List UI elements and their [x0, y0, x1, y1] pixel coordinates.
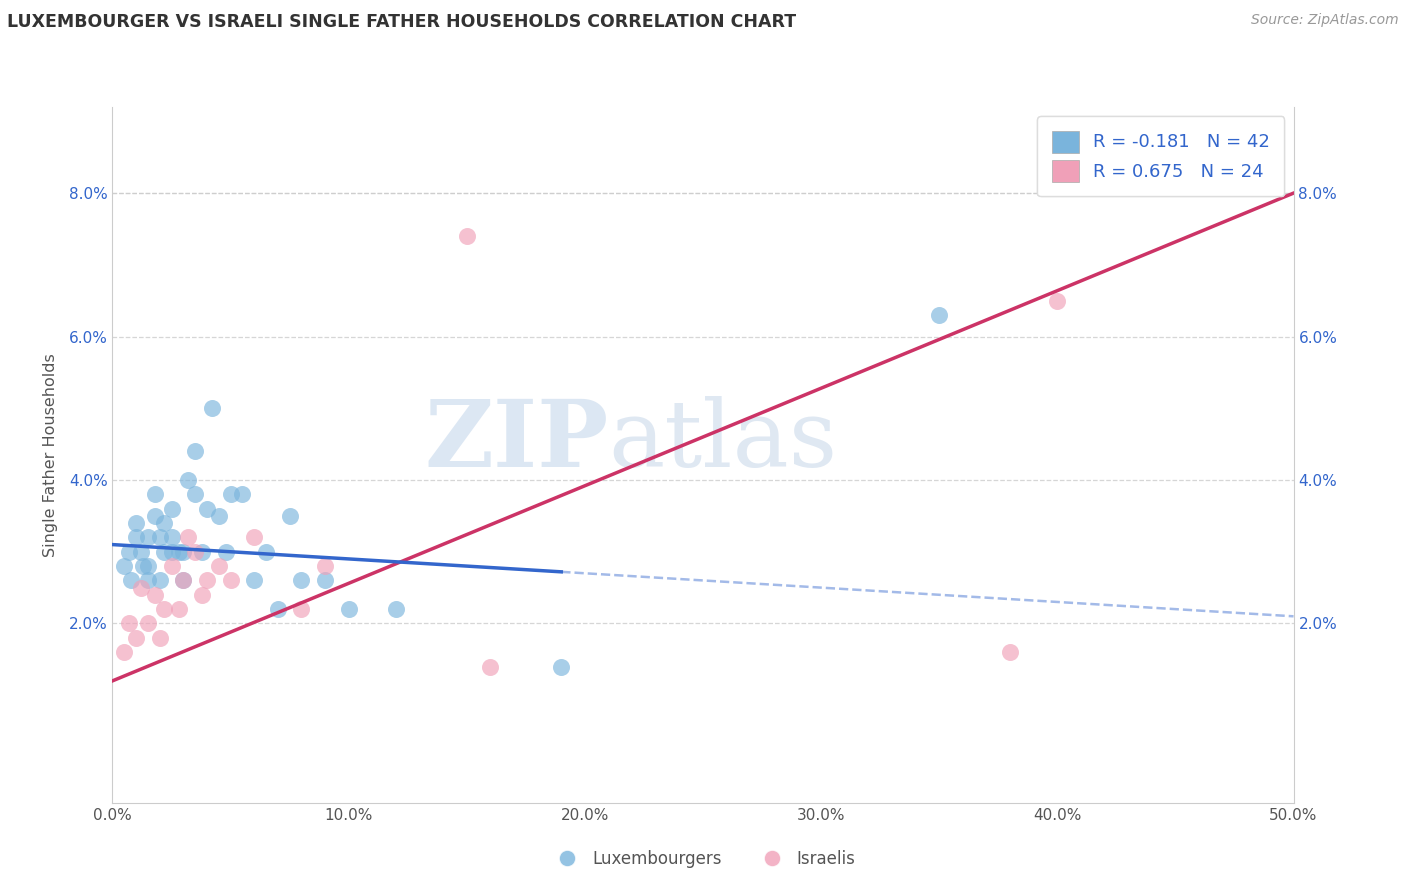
Point: [184, 545, 207, 559]
Point: [267, 602, 290, 616]
Point: [167, 602, 190, 616]
Point: [191, 545, 214, 559]
Point: [167, 545, 190, 559]
Point: [160, 530, 183, 544]
Point: [160, 545, 183, 559]
Point: [290, 602, 312, 616]
Point: [143, 508, 166, 523]
Legend: Luxembourgers, Israelis: Luxembourgers, Israelis: [544, 844, 862, 875]
Point: [143, 487, 166, 501]
Point: [243, 574, 266, 588]
Point: [177, 530, 200, 544]
Point: [278, 508, 301, 523]
Point: [160, 559, 183, 574]
Point: [112, 645, 135, 659]
Point: [998, 645, 1021, 659]
Point: [125, 631, 148, 645]
Text: atlas: atlas: [609, 396, 838, 486]
Point: [143, 588, 166, 602]
Point: [191, 588, 214, 602]
Point: [149, 530, 172, 544]
Point: [112, 559, 135, 574]
Point: [231, 487, 253, 501]
Point: [172, 574, 194, 588]
Legend: R = -0.181   N = 42, R = 0.675   N = 24: R = -0.181 N = 42, R = 0.675 N = 24: [1038, 116, 1285, 196]
Point: [129, 581, 152, 595]
Point: [184, 487, 207, 501]
Point: [219, 487, 242, 501]
Point: [184, 444, 207, 458]
Point: [1046, 293, 1069, 308]
Point: [136, 616, 159, 631]
Point: [136, 530, 159, 544]
Y-axis label: Single Father Households: Single Father Households: [42, 353, 58, 557]
Point: [479, 659, 502, 673]
Point: [125, 516, 148, 530]
Point: [136, 574, 159, 588]
Point: [172, 545, 194, 559]
Point: [149, 631, 172, 645]
Point: [136, 559, 159, 574]
Point: [219, 574, 242, 588]
Point: [208, 559, 231, 574]
Point: [153, 516, 176, 530]
Point: [160, 501, 183, 516]
Point: [550, 659, 572, 673]
Point: [195, 574, 218, 588]
Point: [254, 545, 277, 559]
Point: [120, 574, 142, 588]
Point: [132, 559, 155, 574]
Point: [385, 602, 408, 616]
Point: [337, 602, 360, 616]
Point: [290, 574, 312, 588]
Point: [153, 602, 176, 616]
Point: [201, 401, 224, 416]
Point: [118, 545, 141, 559]
Point: [177, 473, 200, 487]
Point: [172, 574, 194, 588]
Point: [118, 616, 141, 631]
Point: [149, 574, 172, 588]
Text: Source: ZipAtlas.com: Source: ZipAtlas.com: [1251, 13, 1399, 28]
Point: [928, 308, 950, 322]
Point: [314, 559, 336, 574]
Point: [215, 545, 238, 559]
Point: [243, 530, 266, 544]
Point: [153, 545, 176, 559]
Text: LUXEMBOURGER VS ISRAELI SINGLE FATHER HOUSEHOLDS CORRELATION CHART: LUXEMBOURGER VS ISRAELI SINGLE FATHER HO…: [7, 13, 796, 31]
Text: ZIP: ZIP: [425, 396, 609, 486]
Point: [195, 501, 218, 516]
Point: [129, 545, 152, 559]
Point: [456, 229, 478, 244]
Point: [208, 508, 231, 523]
Point: [314, 574, 336, 588]
Point: [125, 530, 148, 544]
